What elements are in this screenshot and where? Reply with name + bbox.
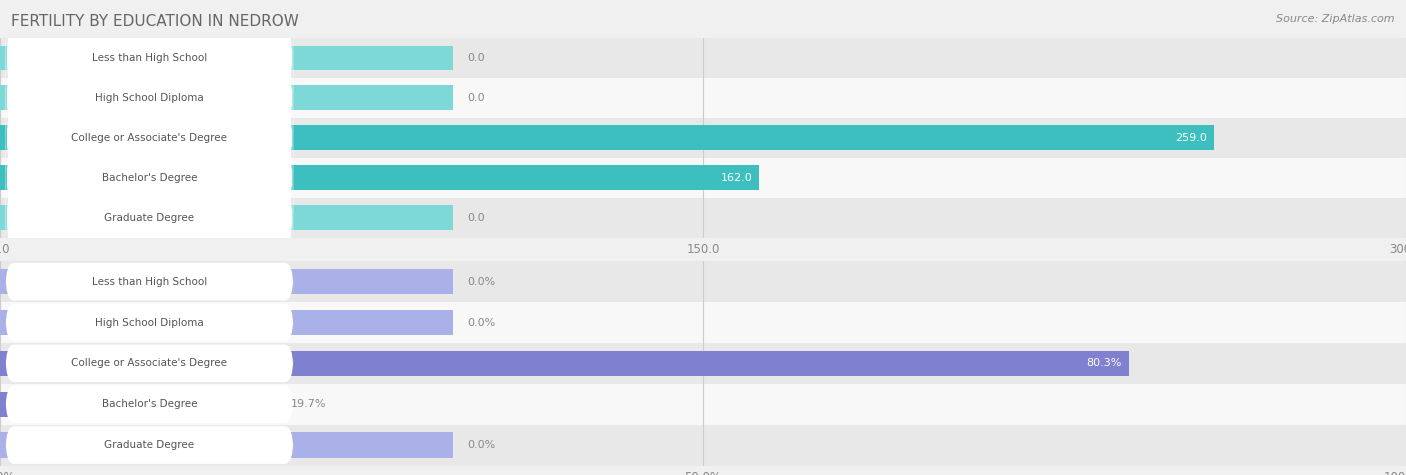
Bar [0, 261, 1406, 302]
Bar [0, 351, 1129, 376]
Bar [0, 343, 1406, 384]
Text: High School Diploma: High School Diploma [96, 93, 204, 103]
Bar [0, 86, 453, 110]
Bar [0, 425, 1406, 466]
Text: FERTILITY BY EDUCATION IN NEDROW: FERTILITY BY EDUCATION IN NEDROW [11, 14, 299, 29]
Text: Less than High School: Less than High School [91, 276, 207, 287]
Bar [0, 384, 1406, 425]
Text: 19.7%: 19.7% [291, 399, 326, 409]
Text: 0.0: 0.0 [467, 53, 485, 63]
Bar [0, 269, 453, 294]
Text: Source: ZipAtlas.com: Source: ZipAtlas.com [1277, 14, 1395, 24]
Text: 0.0%: 0.0% [467, 317, 496, 328]
Text: Graduate Degree: Graduate Degree [104, 440, 194, 450]
Text: 0.0%: 0.0% [467, 276, 496, 287]
Text: High School Diploma: High School Diploma [96, 317, 204, 328]
Text: 80.3%: 80.3% [1087, 358, 1122, 369]
Text: Bachelor's Degree: Bachelor's Degree [101, 399, 197, 409]
Text: 0.0: 0.0 [467, 212, 485, 223]
FancyBboxPatch shape [6, 426, 294, 464]
FancyBboxPatch shape [6, 20, 294, 95]
Text: Graduate Degree: Graduate Degree [104, 212, 194, 223]
Text: 0.0: 0.0 [467, 93, 485, 103]
Text: 0.0%: 0.0% [467, 440, 496, 450]
FancyBboxPatch shape [6, 344, 294, 382]
Text: 162.0: 162.0 [720, 172, 752, 183]
FancyBboxPatch shape [6, 60, 294, 135]
Text: College or Associate's Degree: College or Associate's Degree [72, 358, 228, 369]
Bar [0, 432, 453, 458]
Bar [0, 38, 1406, 78]
FancyBboxPatch shape [6, 100, 294, 175]
Bar [0, 198, 1406, 238]
Text: College or Associate's Degree: College or Associate's Degree [72, 133, 228, 143]
Bar [0, 165, 759, 190]
FancyBboxPatch shape [6, 140, 294, 215]
Bar [0, 302, 1406, 343]
Bar [0, 391, 277, 417]
FancyBboxPatch shape [6, 385, 294, 423]
Bar [0, 205, 453, 230]
FancyBboxPatch shape [6, 263, 294, 301]
Text: 259.0: 259.0 [1175, 133, 1206, 143]
Bar [0, 310, 453, 335]
Bar [0, 158, 1406, 198]
Bar [0, 46, 453, 70]
Bar [0, 78, 1406, 118]
FancyBboxPatch shape [6, 180, 294, 255]
Text: Bachelor's Degree: Bachelor's Degree [101, 172, 197, 183]
Bar [0, 125, 1213, 150]
Bar [0, 118, 1406, 158]
FancyBboxPatch shape [6, 304, 294, 342]
Text: Less than High School: Less than High School [91, 53, 207, 63]
